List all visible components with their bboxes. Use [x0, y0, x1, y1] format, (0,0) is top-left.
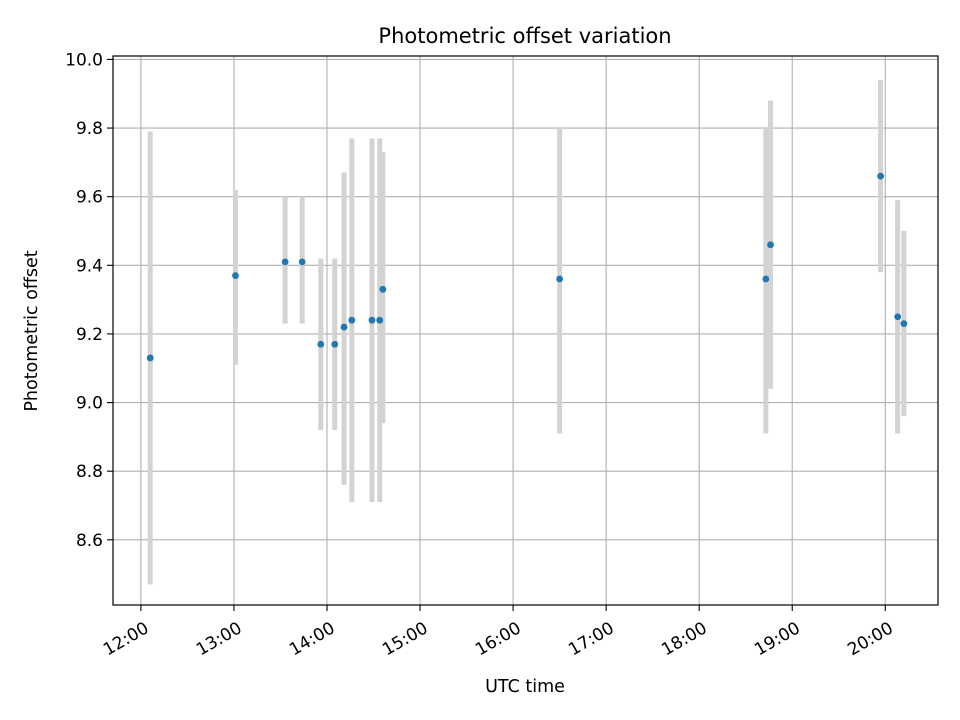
- plot-frame: [112, 55, 939, 606]
- data-point: [767, 241, 774, 249]
- y-tick-label: 9.4: [76, 256, 103, 276]
- data-point: [331, 340, 339, 348]
- x-tick-label: 12:00: [100, 618, 152, 660]
- y-tick-label: 10.0: [65, 50, 103, 70]
- y-tick-label: 9.6: [76, 188, 103, 208]
- chart-title: Photometric offset variation: [378, 24, 671, 48]
- y-axis-title: Photometric offset: [22, 250, 42, 411]
- x-tick-label: 19:00: [751, 618, 803, 660]
- grid: [113, 56, 938, 605]
- data-point: [368, 316, 376, 324]
- data-point: [298, 258, 306, 266]
- data-point: [348, 316, 356, 324]
- x-axis: 12:00 13:00 14:00 15:00 16:00 17:00 18:00 19:00…: [100, 605, 897, 660]
- data-point: [379, 285, 387, 293]
- data-point: [877, 172, 885, 180]
- data-points: [146, 172, 908, 362]
- y-axis: 8.6 8.8 9.0 9.2 9.4 9.6 9.8 10.0: [65, 50, 113, 551]
- data-point: [232, 272, 239, 279]
- x-tick-label: 20:00: [844, 618, 896, 660]
- error-bars: [147, 80, 907, 585]
- y-tick-label: 9.8: [76, 119, 103, 139]
- x-tick-label: 17:00: [565, 618, 617, 660]
- data-point: [376, 316, 384, 324]
- x-tick-label: 14:00: [286, 618, 338, 660]
- data-point: [556, 275, 564, 283]
- x-tick-label: 15:00: [379, 618, 431, 660]
- data-point: [762, 275, 770, 283]
- data-point: [281, 258, 289, 266]
- data-point: [894, 313, 902, 321]
- y-tick-label: 8.6: [76, 531, 103, 551]
- x-tick-label: 16:00: [472, 618, 524, 660]
- x-axis-title: UTC time: [485, 677, 565, 697]
- data-point: [146, 354, 154, 362]
- y-tick-label: 9.2: [76, 325, 103, 345]
- data-point: [340, 323, 348, 331]
- y-tick-label: 9.0: [76, 394, 103, 414]
- data-point: [900, 320, 908, 328]
- x-tick-label: 13:00: [193, 618, 245, 660]
- y-tick-label: 8.8: [76, 462, 103, 482]
- data-point: [317, 340, 325, 348]
- x-tick-label: 18:00: [658, 618, 710, 660]
